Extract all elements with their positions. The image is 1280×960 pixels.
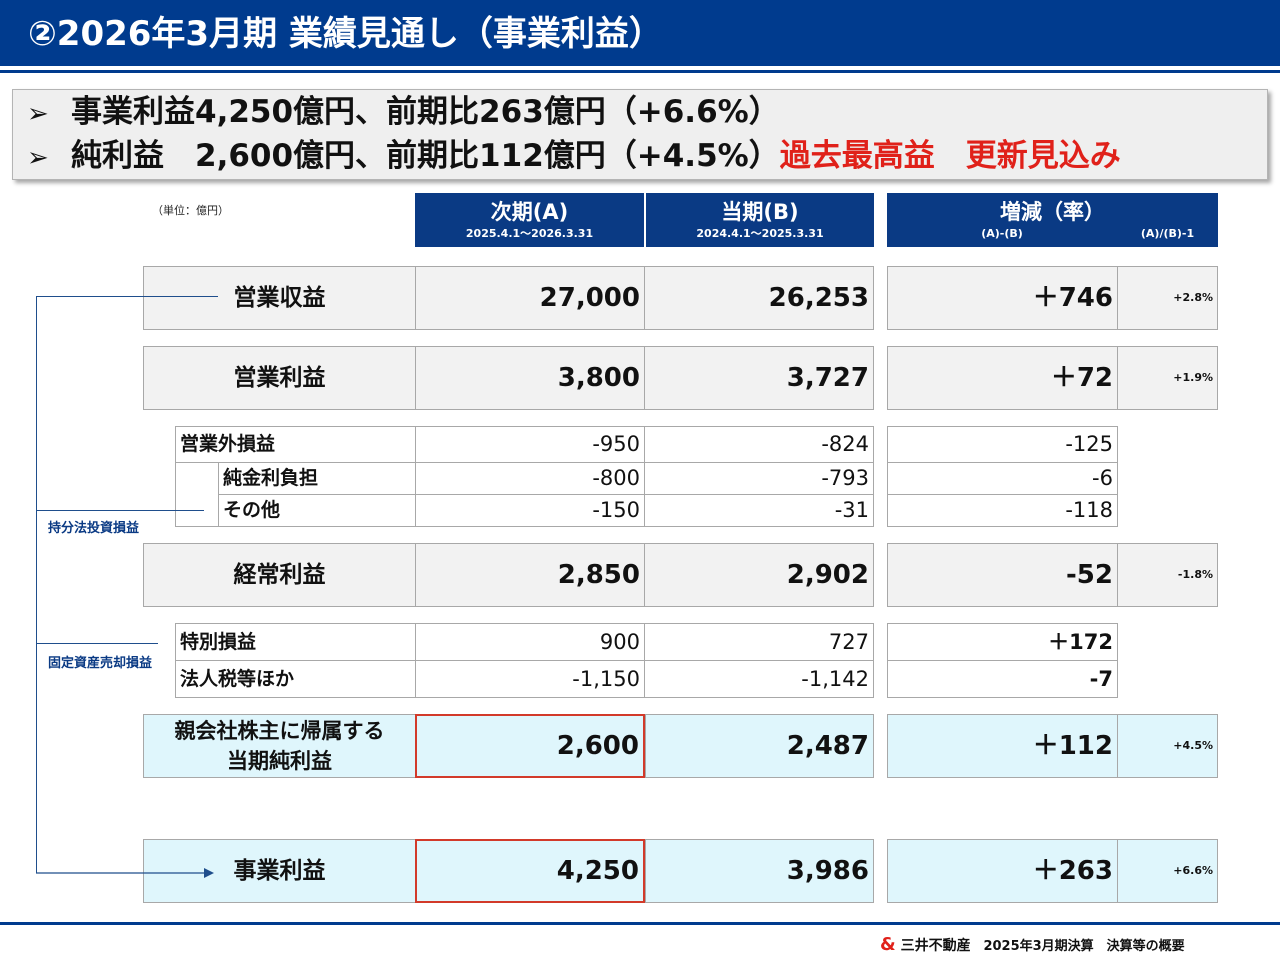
row-label-taxes: 法人税等ほか (175, 660, 416, 698)
arrow-bullet-icon: ➢ (27, 99, 49, 129)
other-diff: -118 (887, 494, 1118, 527)
non-operating-diff: -125 (887, 426, 1118, 463)
header-rate-sub: (A)/(B)-1 (1140, 227, 1195, 240)
net-income-next: 2,600 (415, 714, 645, 778)
operating-income-rate: +1.9% (1117, 346, 1218, 410)
net-income-diff: ＋112 (887, 714, 1118, 778)
non-operating-current: -824 (644, 426, 874, 463)
summary-line-2: ➢ 純利益 2,600億円、前期比112億円（+4.5%）過去最高益 更新見込み (27, 136, 1121, 176)
header-current-title: 当期(B) (721, 200, 799, 224)
header-next-title: 次期(A) (490, 200, 569, 224)
row-label-extraordinary: 特別損益 (175, 623, 416, 661)
summary-line-1: ➢ 事業利益4,250億円、前期比263億円（+6.6%） (27, 92, 780, 132)
ordinary-income-diff: -52 (887, 543, 1118, 607)
bracket-vertical-line (36, 296, 37, 873)
header-next-period: 次期(A) 2025.4.1～2026.3.31 (415, 193, 644, 247)
taxes-current: -1,142 (644, 660, 874, 698)
company-name: 三井不動産 (900, 938, 971, 954)
ordinary-income-next: 2,850 (415, 543, 645, 607)
taxes-diff: -7 (887, 660, 1118, 698)
row-label-other: その他 (218, 494, 416, 527)
business-profit-current: 3,986 (645, 839, 874, 903)
row-label-operating-income: 営業利益 (143, 346, 416, 410)
other-current: -31 (644, 494, 874, 527)
header-change: 増減（率） (A)-(B) (A)/(B)-1 (887, 193, 1218, 247)
summary-text-1: 事業利益4,250億円、前期比263億円（+6.6%） (71, 94, 780, 130)
fixed-asset-connector (36, 643, 158, 644)
equity-method-label: 持分法投資損益 (48, 521, 140, 536)
row-label-business-profit: 事業利益 (143, 839, 416, 903)
other-next: -150 (415, 494, 645, 527)
header-change-title: 増減（率） (1000, 200, 1105, 224)
net-interest-current: -793 (644, 462, 874, 495)
ordinary-income-current: 2,902 (644, 543, 874, 607)
indent-spacer (175, 462, 219, 527)
header-next-range: 2025.4.1～2026.3.31 (465, 227, 594, 240)
bracket-top-line (36, 296, 218, 297)
page-title: ②2026年3月期 業績見通し（事業利益） (28, 14, 663, 54)
document-title: 2025年3月期決算 決算等の概要 (983, 939, 1185, 954)
business-profit-rate: +6.6% (1117, 839, 1218, 903)
extraordinary-next: 900 (415, 623, 645, 661)
footer-divider (0, 922, 1280, 925)
ordinary-income-rate: -1.8% (1117, 543, 1218, 607)
equity-method-connector (36, 510, 204, 511)
title-band (0, 0, 1280, 66)
extraordinary-diff: ＋172 (887, 623, 1118, 661)
taxes-next: -1,150 (415, 660, 645, 698)
row-label-revenue: 営業収益 (143, 266, 416, 330)
fixed-asset-sales-label: 固定資産売却損益 (48, 656, 153, 671)
header-current-range: 2024.4.1～2025.3.31 (696, 227, 824, 240)
company-logo-icon: & (880, 934, 896, 955)
row-label-net-interest: 純金利負担 (218, 462, 416, 495)
net-income-label-line1: 親会社株主に帰属する (174, 719, 385, 743)
header-current-period: 当期(B) 2024.4.1～2025.3.31 (645, 193, 874, 247)
unit-note: （単位：億円） (152, 204, 229, 217)
net-interest-diff: -6 (887, 462, 1118, 495)
revenue-current: 26,253 (644, 266, 874, 330)
operating-income-diff: ＋72 (887, 346, 1118, 410)
record-profit-highlight: 過去最高益 更新見込み (779, 138, 1121, 174)
row-label-non-operating: 営業外損益 (175, 426, 416, 463)
net-interest-next: -800 (415, 462, 645, 495)
row-label-net-income: 親会社株主に帰属する 当期純利益 (143, 714, 416, 778)
business-profit-diff: ＋263 (887, 839, 1118, 903)
row-label-ordinary-income: 経常利益 (143, 543, 416, 607)
title-divider (0, 70, 1280, 73)
footer: & 三井不動産 2025年3月期決算 決算等の概要 (880, 934, 1185, 955)
net-income-current: 2,487 (645, 714, 874, 778)
extraordinary-current: 727 (644, 623, 874, 661)
header-diff-sub: (A)-(B) (981, 227, 1023, 240)
arrow-bullet-icon: ➢ (27, 143, 49, 173)
net-income-label-line2: 当期純利益 (227, 749, 332, 773)
operating-income-current: 3,727 (644, 346, 874, 410)
revenue-rate: +2.8% (1117, 266, 1218, 330)
summary-box: ➢ 事業利益4,250億円、前期比263億円（+6.6%） ➢ 純利益 2,600億… (12, 89, 1268, 180)
operating-income-next: 3,800 (415, 346, 645, 410)
revenue-diff: ＋746 (887, 266, 1118, 330)
net-income-rate: +4.5% (1117, 714, 1218, 778)
arrow-to-business-profit-icon (36, 868, 214, 878)
non-operating-next: -950 (415, 426, 645, 463)
summary-text-2: 純利益 2,600億円、前期比112億円（+4.5%） (71, 138, 780, 174)
revenue-next: 27,000 (415, 266, 645, 330)
business-profit-next: 4,250 (415, 839, 645, 903)
